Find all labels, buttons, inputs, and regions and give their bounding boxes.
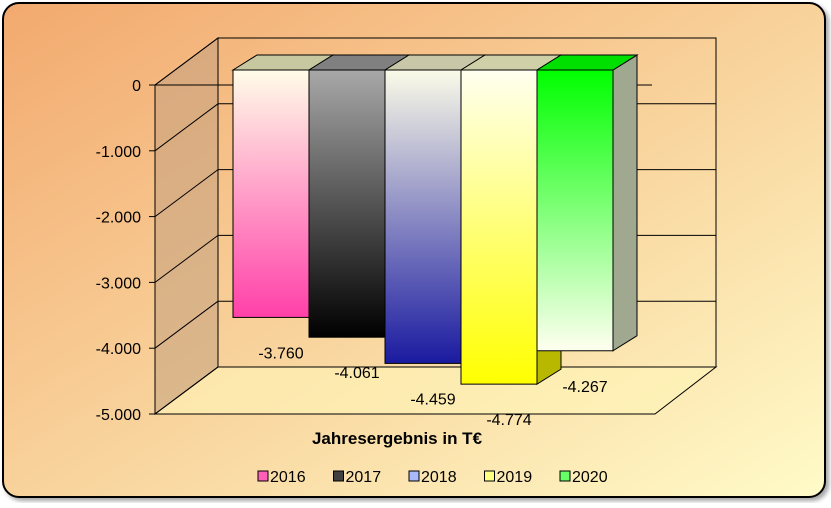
- bar-2017: [308, 69, 386, 338]
- y-tick-label: 0: [132, 78, 141, 95]
- data-label-2017: -4.061: [334, 365, 379, 382]
- left-wall: [154, 37, 219, 415]
- bar-top-2020: [535, 54, 639, 71]
- bar-2020: [536, 69, 614, 352]
- legend-label-2020: 2020: [572, 469, 608, 486]
- data-label-2020: -4.267: [562, 379, 607, 396]
- data-labels: -3.760 -4.061 -4.459 -4.774 -4.267: [258, 345, 607, 429]
- gridline-diagonal: [154, 169, 219, 218]
- y-tick-label: -5.000: [96, 407, 141, 424]
- gridline-diagonal: [154, 103, 219, 152]
- y-tick-label: -1.000: [96, 144, 141, 161]
- legend-swatch-2019: [484, 470, 495, 482]
- legend: 2016 2017 2018 2019 2020: [257, 469, 608, 486]
- data-label-2018: -4.459: [410, 391, 455, 408]
- bar-side-2020: [612, 54, 638, 352]
- bar-2016: [232, 69, 310, 318]
- y-tick-label: -3.000: [96, 275, 141, 292]
- bar-2018: [384, 69, 462, 364]
- gridline-diagonal: [154, 234, 219, 283]
- gridline-diagonal: [154, 37, 219, 86]
- y-tick-label: -2.000: [96, 210, 141, 227]
- legend-swatch-2017: [333, 470, 344, 482]
- legend-swatch-2020: [559, 470, 571, 482]
- legend-label-2016: 2016: [270, 469, 306, 486]
- legend-label-2018: 2018: [421, 469, 457, 486]
- legend-swatch-2016: [257, 470, 269, 482]
- gridline-diagonal: [154, 300, 219, 349]
- x-axis-title: Jahresergebnis in T€: [312, 429, 483, 448]
- legend-label-2019: 2019: [497, 469, 533, 486]
- gridline-diagonal: [154, 366, 219, 415]
- y-tick-label: -4.000: [96, 341, 141, 358]
- bars: [231, 54, 639, 386]
- data-label-2019: -4.774: [486, 412, 531, 429]
- legend-label-2017: 2017: [346, 469, 382, 486]
- legend-swatch-2018: [408, 470, 420, 482]
- data-label-2016: -3.760: [258, 345, 303, 362]
- bar-2019: [460, 69, 538, 385]
